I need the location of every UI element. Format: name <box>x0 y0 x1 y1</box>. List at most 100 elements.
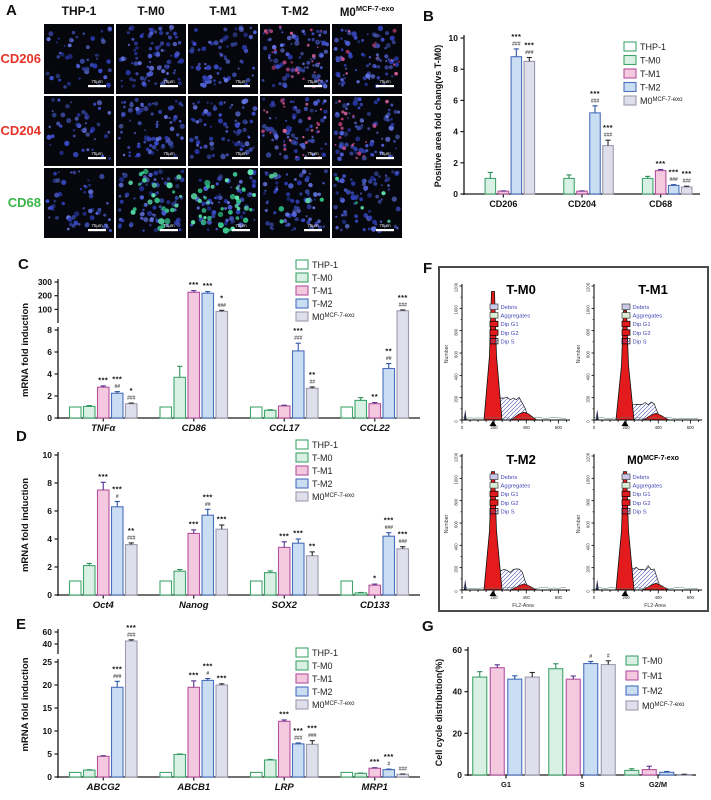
svg-text:T-M0: T-M0 <box>312 273 333 283</box>
svg-text:1200: 1200 <box>454 452 459 462</box>
scale-bar-label: 75μm <box>307 79 319 84</box>
debris-spike <box>595 409 599 420</box>
svg-text:Dip S: Dip S <box>633 509 647 515</box>
bar-THP-1-CCL17 <box>249 406 263 419</box>
svg-text:600: 600 <box>454 350 459 358</box>
svg-text:Aggregates: Aggregates <box>633 314 663 320</box>
flow-legend: Debris Aggregates Dip G1 Dip G2 Dip S <box>489 473 530 515</box>
svg-text:***: *** <box>217 515 227 524</box>
bar-T-M1-ABCB1 <box>187 686 201 778</box>
flow-legend-swatch <box>489 473 499 480</box>
legend-swatch-T-M0 <box>295 452 309 463</box>
svg-text:0: 0 <box>47 772 52 782</box>
flow-histogram-T-M0: 0 200 400 600 800 1000 1200 0 200 400 600 Number T-M… <box>444 282 570 430</box>
svg-text:40: 40 <box>453 687 463 697</box>
svg-text:**: ** <box>385 347 392 356</box>
bar-M0exo-ABCB1 <box>215 684 229 778</box>
svg-text:M0MCF-7-exo: M0MCF-7-exo <box>312 312 355 322</box>
scale-bar <box>88 85 106 88</box>
bar-T-M1-G1 <box>489 667 505 776</box>
svg-text:THP-1: THP-1 <box>312 440 338 450</box>
svg-text:***: *** <box>293 326 303 335</box>
svg-text:Oct4: Oct4 <box>93 600 115 611</box>
svg-text:###: ### <box>669 177 678 183</box>
bar-T-M1-G2/M <box>641 769 657 776</box>
bar-T-M2-SOX2 <box>291 542 305 596</box>
scale-bar <box>232 157 250 160</box>
axes: 0 20 40 60 Cell cycle distribution(%) G1 S G2/M <box>434 645 696 789</box>
svg-text:0: 0 <box>47 590 52 600</box>
bar-T-M0-CD206 <box>484 177 497 195</box>
svg-text:SOX2: SOX2 <box>272 600 298 611</box>
svg-text:***: *** <box>603 123 613 132</box>
svg-text:***: *** <box>112 375 122 384</box>
svg-text:***: *** <box>293 726 303 735</box>
scale-bar <box>304 85 322 88</box>
svg-text:###: ### <box>294 336 303 342</box>
scale-bar-label: 75μm <box>235 151 247 156</box>
bar-T-M0-Oct4 <box>82 565 96 596</box>
scale-bar <box>232 85 250 88</box>
svg-text:T-M2: T-M2 <box>640 83 661 93</box>
svg-text:600: 600 <box>555 425 563 430</box>
legend-swatch-T-M2 <box>295 298 309 309</box>
svg-text:*: * <box>220 293 223 302</box>
bar-T-M1-MRP1 <box>368 767 382 778</box>
svg-text:CCL22: CCL22 <box>360 423 391 434</box>
scale-bar <box>376 157 394 160</box>
svg-text:Number: Number <box>576 515 582 534</box>
svg-text:***: *** <box>398 293 408 302</box>
g1-marker-triangle <box>621 590 629 596</box>
svg-text:10: 10 <box>43 726 53 736</box>
svg-text:4: 4 <box>453 127 458 137</box>
svg-text:CD86: CD86 <box>182 423 207 434</box>
flow-legend-swatch <box>489 303 499 310</box>
svg-text:600: 600 <box>586 520 591 528</box>
svg-text:***: *** <box>203 662 213 671</box>
debris-spike <box>595 579 599 590</box>
bar-T-M1-LRP <box>277 720 291 778</box>
svg-text:Dip G1: Dip G1 <box>501 322 519 328</box>
bar-M0exo-CD204 <box>602 145 614 195</box>
svg-text:0: 0 <box>461 595 464 600</box>
legend-swatch-M0exo <box>623 95 637 106</box>
svg-text:0: 0 <box>461 425 464 430</box>
svg-text:#: # <box>589 654 592 660</box>
bar-THP-1-MRP1 <box>340 771 354 778</box>
svg-text:###: ### <box>127 535 136 541</box>
micrograph-tile-CD206-T-M1: 75μm <box>188 24 258 94</box>
svg-text:10: 10 <box>43 450 53 460</box>
svg-text:*: * <box>373 574 376 583</box>
svg-text:Dip S: Dip S <box>501 509 515 515</box>
bar-T-M1-CD204 <box>576 190 588 195</box>
bar-T-M0-CD86 <box>173 376 187 419</box>
bar-T-M0-G1 <box>472 676 488 776</box>
scale-bar-label: 75μm <box>379 223 391 228</box>
svg-text:M0MCF-7-exo: M0MCF-7-exo <box>312 492 355 502</box>
svg-text:T-M1: T-M1 <box>638 282 668 297</box>
micrograph-tile-CD206-T-M2: 75μm <box>260 24 330 94</box>
svg-text:T-M0: T-M0 <box>642 656 663 666</box>
scale-bar-label: 75μm <box>91 151 103 156</box>
svg-text:Aggregates: Aggregates <box>501 314 531 320</box>
scale-bar-label: 75μm <box>307 151 319 156</box>
svg-text:8: 8 <box>47 325 52 335</box>
flow-histogram-T-M2: 0 200 400 600 800 1000 1200 0 200 400 600 Number FL2… <box>444 452 570 609</box>
bar-M0exo-TNFα <box>124 403 138 419</box>
svg-text:2: 2 <box>453 158 458 168</box>
legend-swatch-T-M1 <box>295 673 309 684</box>
svg-text:60: 60 <box>43 627 53 637</box>
bar-THP-1-CCL22 <box>340 406 354 419</box>
legend-swatch-T-M1 <box>625 670 639 681</box>
legend: THP-1 T-M0 T-M1 T-M2 M0MCF-7-exo <box>295 647 355 710</box>
svg-text:###: ### <box>113 674 122 680</box>
svg-text:0: 0 <box>593 425 596 430</box>
bar-T-M2-CD68 <box>667 184 680 195</box>
scale-bar-label: 75μm <box>307 223 319 228</box>
svg-text:6: 6 <box>47 347 52 357</box>
svg-text:T-M2: T-M2 <box>506 452 536 467</box>
svg-text:Number: Number <box>444 515 450 534</box>
g1-marker-triangle <box>489 590 497 596</box>
bar-M0exo-SOX2 <box>305 555 319 596</box>
svg-text:CD68: CD68 <box>649 199 672 209</box>
